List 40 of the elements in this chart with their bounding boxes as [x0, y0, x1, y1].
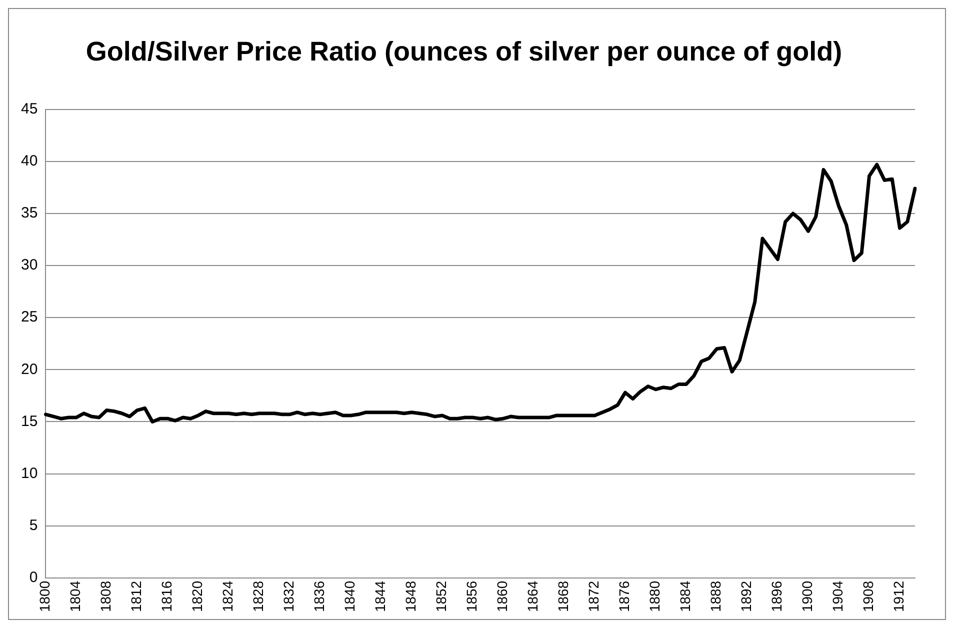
x-tick-label: 1844 [372, 580, 388, 612]
y-tick-label: 25 [20, 308, 38, 326]
x-tick-label: 1904 [830, 580, 846, 612]
x-tick-label: 1820 [189, 580, 206, 612]
x-tick-label: 1816 [158, 580, 175, 612]
x-tick-label: 1828 [250, 580, 266, 612]
y-tick-label: 35 [20, 204, 38, 222]
x-tick-label: 1864 [524, 580, 541, 612]
y-tick-label: 10 [20, 464, 38, 482]
x-tick-label: 1896 [768, 580, 785, 612]
y-tick-label: 20 [20, 360, 38, 378]
x-tick-label: 1812 [128, 580, 144, 612]
x-tick-label: 1892 [738, 580, 754, 612]
chart-title: Gold/Silver Price Ratio (ounces of silver per ounce of gold) [86, 36, 842, 67]
x-tick-label: 1888 [708, 580, 724, 612]
x-tick-label: 1908 [860, 580, 876, 612]
x-tick-label: 1800 [36, 580, 53, 612]
x-tick-label: 1912 [890, 580, 907, 612]
x-tick-label: 1824 [220, 580, 236, 612]
x-tick-label: 1836 [311, 580, 328, 612]
y-tick-label: 30 [20, 256, 38, 274]
x-tick-label: 1900 [799, 580, 816, 612]
x-tick-label: 1852 [433, 580, 450, 612]
y-tick-label: 40 [20, 152, 38, 170]
y-tick-label: 0 [29, 568, 38, 586]
x-tick-label: 1840 [342, 580, 358, 612]
x-tick-label: 1868 [555, 580, 572, 612]
x-tick-label: 1856 [464, 580, 480, 612]
x-tick-label: 1832 [280, 580, 297, 612]
y-tick-label: 15 [20, 412, 38, 430]
x-tick-label: 1884 [677, 580, 694, 612]
x-tick-label: 1804 [67, 580, 84, 612]
x-tick-label: 1808 [98, 580, 114, 612]
x-tick-label: 1880 [646, 580, 663, 612]
x-tick-label: 1848 [402, 580, 419, 612]
x-tick-label: 1860 [494, 580, 510, 612]
x-tick-label: 1876 [616, 580, 632, 612]
x-tick-label: 1872 [586, 580, 602, 612]
y-tick-label: 5 [29, 516, 38, 534]
y-tick-label: 45 [20, 100, 38, 118]
